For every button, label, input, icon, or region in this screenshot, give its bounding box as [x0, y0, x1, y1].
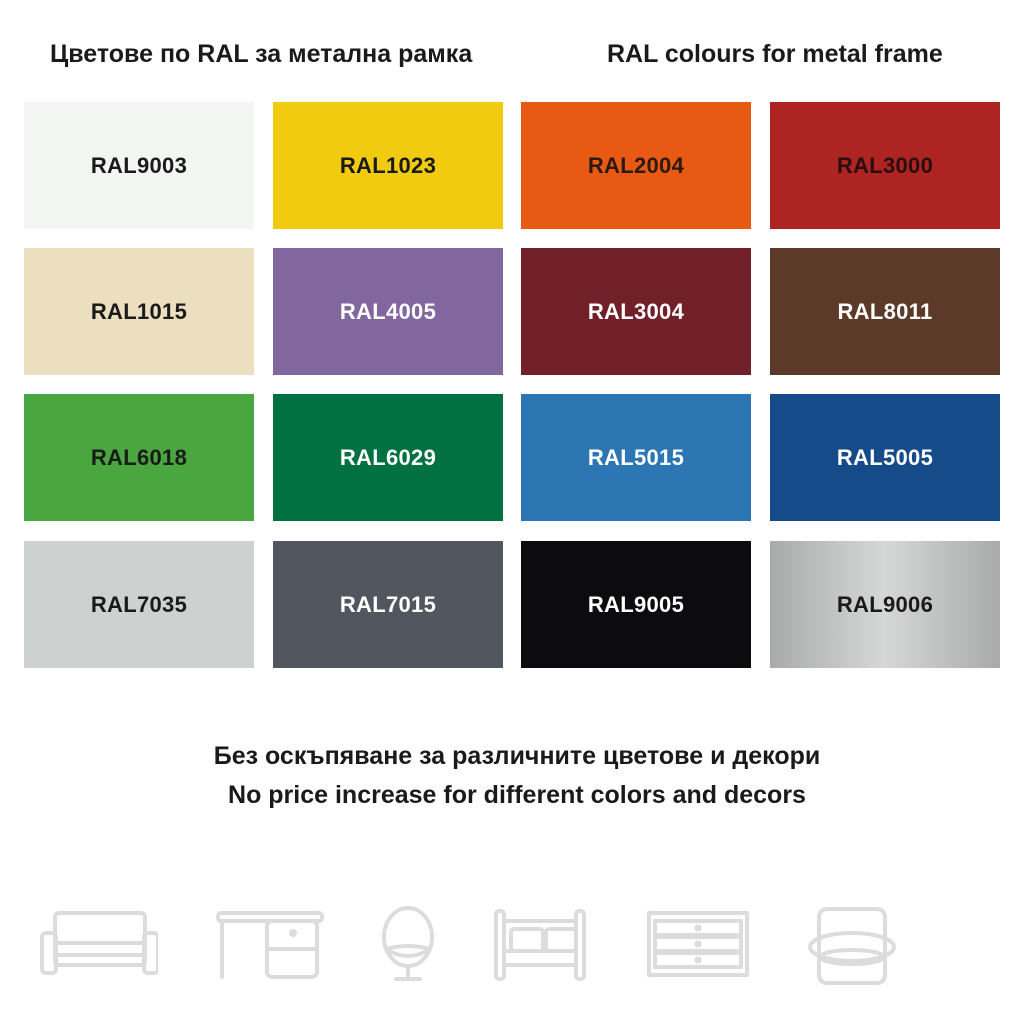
swatch-label: RAL5005: [836, 444, 934, 470]
swatch-ral7035: RAL7035: [24, 541, 254, 668]
swatch-ral1023: RAL1023: [273, 102, 503, 229]
swatch-ral8011: RAL8011: [770, 248, 1000, 375]
swatch-label: RAL1015: [90, 298, 188, 324]
swatch-label: RAL5015: [587, 444, 685, 470]
swatch-label: RAL6029: [339, 444, 437, 470]
swatch-ral4005: RAL4005: [273, 248, 503, 375]
dresser-icon: [645, 905, 751, 988]
title-english: RAL colours for metal frame: [607, 40, 943, 68]
swatch-label: RAL3004: [587, 298, 685, 324]
swatch-label: RAL7015: [339, 591, 437, 617]
armchair-icon: [805, 905, 901, 990]
swatch-label: RAL4005: [339, 298, 437, 324]
bed-icon: [490, 905, 590, 988]
swatch-label: RAL9006: [836, 591, 934, 617]
sofa-icon: [38, 905, 160, 982]
note-english: No price increase for different colors a…: [228, 781, 806, 809]
swatch-ral3000: RAL3000: [770, 102, 1000, 229]
swatch-label: RAL6018: [90, 444, 188, 470]
swatch-ral5005: RAL5005: [770, 394, 1000, 521]
swatch-ral3004: RAL3004: [521, 248, 751, 375]
swatch-ral9003: RAL9003: [24, 102, 254, 229]
swatch-label: RAL2004: [587, 152, 685, 178]
swatch-ral7015: RAL7015: [273, 541, 503, 668]
swatch-ral1015: RAL1015: [24, 248, 254, 375]
swatch-label: RAL9005: [587, 591, 685, 617]
swatch-label: RAL8011: [837, 298, 933, 324]
desk-icon: [215, 905, 325, 985]
swatch-label: RAL7035: [90, 591, 188, 617]
swatch-ral6029: RAL6029: [273, 394, 503, 521]
swatch-label: RAL1023: [339, 152, 437, 178]
swatch-ral6018: RAL6018: [24, 394, 254, 521]
egg-chair-icon: [378, 905, 438, 990]
swatch-label: RAL9003: [90, 152, 188, 178]
swatch-ral9006: RAL9006: [770, 541, 1000, 668]
swatch-label: RAL3000: [836, 152, 934, 178]
title-bulgarian: Цветове по RAL за метална рамка: [50, 40, 473, 68]
note-bulgarian: Без оскъпяване за различните цветове и д…: [213, 742, 821, 770]
swatch-ral5015: RAL5015: [521, 394, 751, 521]
swatch-ral9005: RAL9005: [521, 541, 751, 668]
swatch-ral2004: RAL2004: [521, 102, 751, 229]
